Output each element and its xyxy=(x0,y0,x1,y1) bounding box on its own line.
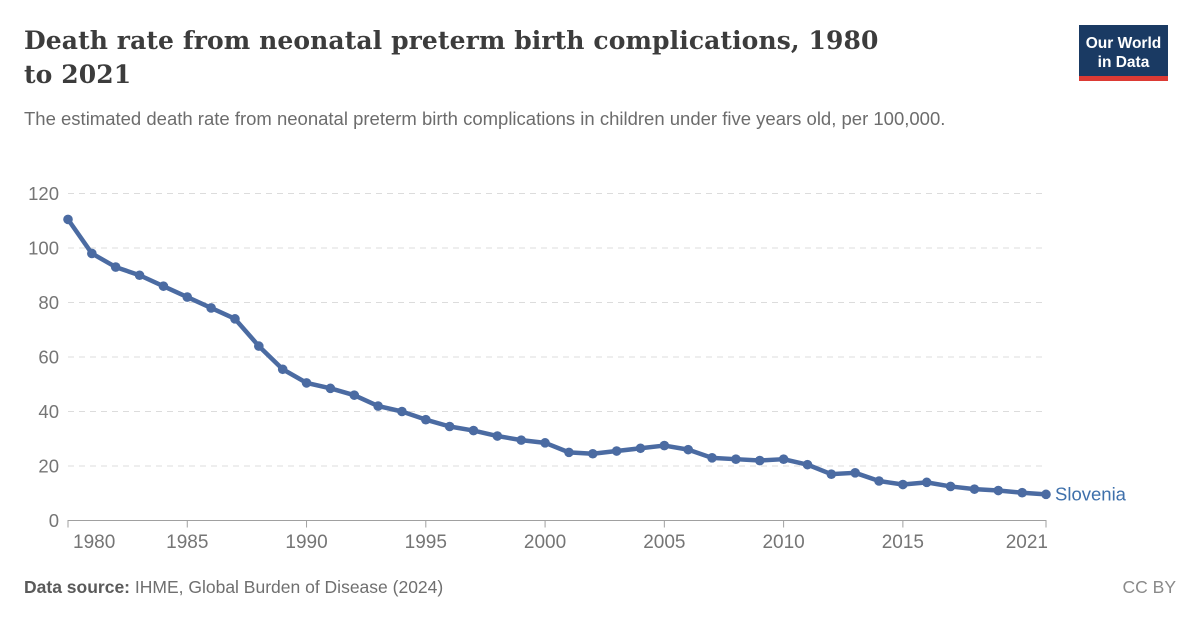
data-point-1987[interactable] xyxy=(230,314,240,324)
x-axis-tick-label: 1990 xyxy=(285,532,327,553)
data-source-label: Data source: xyxy=(24,577,131,597)
series-end-label[interactable]: Slovenia xyxy=(1055,483,1127,504)
data-point-1994[interactable] xyxy=(397,406,407,417)
data-point-1996[interactable] xyxy=(444,421,455,432)
data-point-1985[interactable] xyxy=(182,292,193,302)
data-point-2019[interactable] xyxy=(993,485,1004,496)
x-axis-tick-label: 2005 xyxy=(643,532,685,553)
data-point-1991[interactable] xyxy=(325,383,336,394)
x-axis-tick-label: 2010 xyxy=(762,532,804,553)
y-axis-tick-label: 20 xyxy=(38,456,59,477)
data-point-2008[interactable] xyxy=(731,454,741,464)
data-point-2003[interactable] xyxy=(611,446,622,456)
x-axis-tick-label: 2015 xyxy=(882,532,924,553)
data-source: Data source: IHME, Global Burden of Dise… xyxy=(24,577,443,598)
data-point-1980[interactable] xyxy=(63,214,73,225)
x-axis-tick-label: 1980 xyxy=(73,532,115,553)
x-axis-tick-label: 1995 xyxy=(405,532,447,553)
chart-title: Death rate from neonatal preterm birth c… xyxy=(24,26,879,89)
data-point-2002[interactable] xyxy=(587,448,598,459)
data-point-1986[interactable] xyxy=(206,303,216,313)
chart-header: Death rate from neonatal preterm birth c… xyxy=(24,24,1176,132)
owid-logo-line2: in Data xyxy=(1097,54,1150,71)
data-point-2004[interactable] xyxy=(635,443,646,454)
x-axis-tick-label: 2000 xyxy=(524,532,566,553)
x-axis-tick-label: 2021 xyxy=(1006,532,1048,553)
data-point-1984[interactable] xyxy=(158,281,169,291)
data-point-1993[interactable] xyxy=(373,401,383,411)
y-axis-tick-label: 40 xyxy=(38,401,59,422)
y-axis-tick-label: 0 xyxy=(49,510,59,531)
data-point-2018[interactable] xyxy=(969,484,980,494)
data-point-2017[interactable] xyxy=(945,481,956,492)
x-axis-tick-label: 1985 xyxy=(166,532,208,553)
data-point-2010[interactable] xyxy=(778,454,789,464)
data-point-2000[interactable] xyxy=(540,438,550,448)
data-point-2009[interactable] xyxy=(754,455,765,466)
data-source-text: IHME, Global Burden of Disease (2024) xyxy=(130,577,444,597)
data-point-2013[interactable] xyxy=(850,468,860,478)
y-axis-tick-label: 60 xyxy=(38,347,59,368)
data-point-2012[interactable] xyxy=(826,469,837,479)
data-point-1992[interactable] xyxy=(349,390,360,400)
y-axis-tick-label: 100 xyxy=(28,238,59,259)
data-point-1981[interactable] xyxy=(87,248,97,259)
line-chart-canvas: 0 20 40 60 80 100 120 1980 1985 1990 1995 2000 2005 2… xyxy=(28,183,1127,553)
data-point-1998[interactable] xyxy=(492,431,503,441)
data-point-1989[interactable] xyxy=(277,364,288,375)
data-point-2001[interactable] xyxy=(564,447,574,458)
data-point-1983[interactable] xyxy=(134,270,145,281)
data-point-2020[interactable] xyxy=(1017,487,1027,498)
data-point-1995[interactable] xyxy=(421,414,431,425)
data-point-2021[interactable] xyxy=(1041,489,1051,500)
data-point-1982[interactable] xyxy=(110,262,121,272)
data-point-1988[interactable] xyxy=(254,341,264,351)
data-point-1997[interactable] xyxy=(468,425,479,436)
chart-footer: Data source: IHME, Global Burden of Dise… xyxy=(24,577,1176,598)
data-point-2007[interactable] xyxy=(707,453,717,463)
owid-logo[interactable]: Our World in Data xyxy=(1079,25,1168,81)
data-point-2016[interactable] xyxy=(921,477,932,488)
y-axis-tick-label: 80 xyxy=(38,292,59,313)
data-point-1999[interactable] xyxy=(516,435,527,445)
data-point-1990[interactable] xyxy=(301,378,312,388)
data-point-2005[interactable] xyxy=(659,440,670,451)
owid-logo-line1: Our World xyxy=(1085,35,1162,52)
y-axis-tick-label: 120 xyxy=(28,183,59,204)
license-link[interactable]: CC BY xyxy=(1122,577,1176,597)
data-point-2011[interactable] xyxy=(802,459,813,470)
data-point-2014[interactable] xyxy=(874,476,884,486)
data-point-2015[interactable] xyxy=(898,479,908,490)
data-point-2006[interactable] xyxy=(683,444,693,455)
chart-subtitle: The estimated death rate from neonatal p… xyxy=(24,108,946,129)
